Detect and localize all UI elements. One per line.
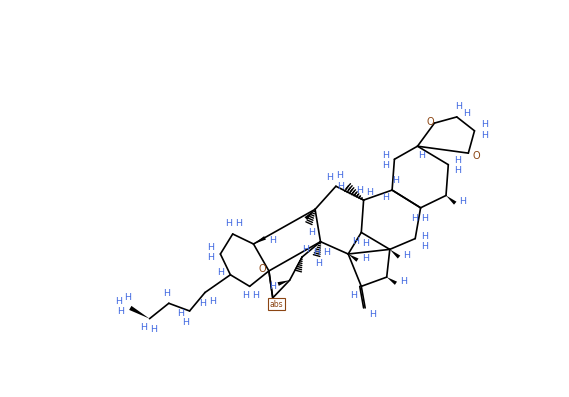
- Text: H: H: [217, 268, 224, 277]
- Text: H: H: [163, 289, 170, 298]
- Text: H: H: [125, 293, 131, 303]
- Text: H: H: [182, 318, 189, 327]
- Text: H: H: [382, 161, 389, 170]
- Text: H: H: [418, 151, 425, 160]
- Polygon shape: [348, 254, 358, 262]
- Text: H: H: [225, 220, 232, 228]
- Text: H: H: [336, 171, 343, 180]
- Text: H: H: [269, 236, 276, 245]
- Polygon shape: [129, 306, 150, 319]
- Text: H: H: [199, 299, 206, 308]
- Text: H: H: [481, 131, 488, 140]
- Text: H: H: [236, 220, 242, 228]
- Text: H: H: [362, 239, 369, 248]
- Text: H: H: [454, 166, 461, 175]
- Polygon shape: [446, 195, 456, 205]
- Text: H: H: [350, 291, 357, 300]
- Text: H: H: [140, 324, 147, 332]
- Text: O: O: [472, 151, 480, 161]
- Polygon shape: [387, 277, 397, 285]
- Text: H: H: [337, 182, 344, 191]
- Text: H: H: [209, 297, 216, 306]
- Text: H: H: [313, 248, 320, 257]
- Text: H: H: [302, 245, 310, 254]
- Text: H: H: [269, 282, 276, 291]
- Text: H: H: [116, 297, 122, 306]
- Text: H: H: [369, 310, 376, 318]
- Text: H: H: [455, 102, 462, 112]
- Text: H: H: [421, 214, 428, 223]
- Polygon shape: [278, 280, 290, 286]
- Text: H: H: [315, 259, 321, 268]
- Text: O: O: [426, 117, 434, 127]
- Text: H: H: [356, 186, 363, 195]
- Text: H: H: [382, 193, 389, 202]
- Text: H: H: [242, 291, 249, 300]
- Text: H: H: [454, 156, 461, 165]
- Text: H: H: [382, 151, 389, 160]
- Text: abs: abs: [270, 300, 283, 308]
- Text: H: H: [393, 176, 399, 185]
- Text: H: H: [177, 309, 184, 318]
- Text: H: H: [207, 243, 214, 252]
- Text: H: H: [411, 214, 418, 223]
- Text: H: H: [421, 232, 428, 241]
- Text: H: H: [323, 248, 330, 257]
- Text: H: H: [352, 237, 358, 246]
- Text: H: H: [481, 120, 488, 129]
- Text: O: O: [259, 264, 266, 274]
- Polygon shape: [304, 209, 315, 220]
- Text: H: H: [207, 253, 214, 262]
- Text: H: H: [403, 251, 410, 260]
- Polygon shape: [390, 249, 400, 258]
- Text: H: H: [362, 254, 369, 263]
- Text: H: H: [252, 291, 259, 300]
- Text: H: H: [459, 197, 467, 206]
- Text: H: H: [150, 325, 157, 334]
- Polygon shape: [254, 236, 266, 244]
- Text: H: H: [308, 228, 315, 237]
- Text: H: H: [118, 307, 125, 316]
- Text: H: H: [463, 109, 471, 118]
- Text: H: H: [326, 173, 333, 181]
- Text: H: H: [366, 188, 373, 197]
- Text: H: H: [421, 242, 428, 251]
- Text: H: H: [400, 277, 407, 286]
